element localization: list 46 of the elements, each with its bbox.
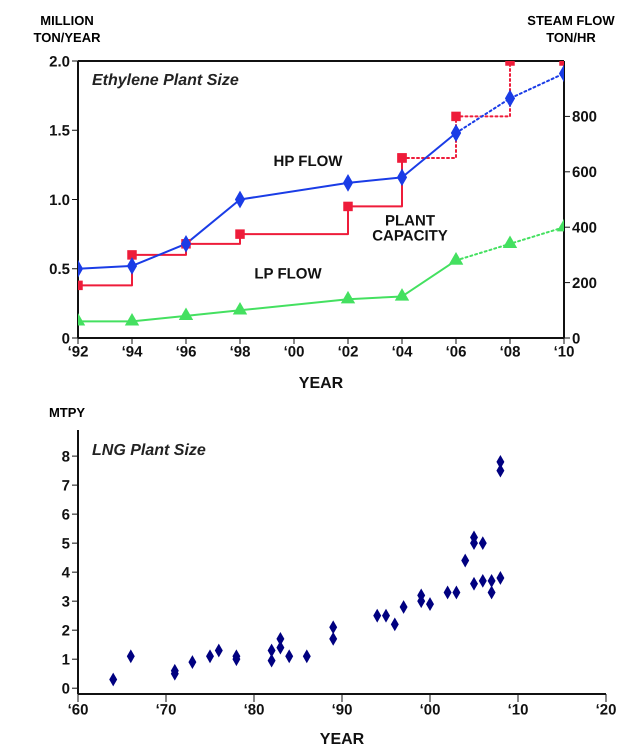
y-tick-label: 0 xyxy=(62,330,70,348)
x-tick-label: ‘00 xyxy=(284,344,304,361)
y-tick-label: 1.0 xyxy=(49,192,70,209)
series-label: LP FLOW xyxy=(254,266,322,283)
y-tick-label: 2 xyxy=(62,622,70,640)
x-tick-label: ‘60 xyxy=(68,702,88,719)
y-tick-label: 7 xyxy=(62,477,70,494)
y2-axis-title: STEAM FLOW TON/HR xyxy=(526,12,616,46)
x-tick-label: ‘70 xyxy=(156,702,176,719)
y-axis-title: MILLION TON/YEAR xyxy=(32,12,102,46)
y2-tick-label: 600 xyxy=(572,164,598,182)
y-tick-label: 5 xyxy=(62,535,70,552)
y-tick-label: 4 xyxy=(62,564,71,582)
series-label: PLANT CAPACITY xyxy=(372,212,448,244)
y-tick-label: 1.5 xyxy=(49,122,70,140)
x-tick-label: ‘94 xyxy=(122,344,144,361)
y2-tick-label: 800 xyxy=(572,108,598,126)
x-tick-label: ‘00 xyxy=(420,702,440,719)
y-tick-label: 2.0 xyxy=(49,53,70,70)
x-tick-label: ‘92 xyxy=(68,344,88,361)
y2-tick-label: 400 xyxy=(572,220,598,237)
x-tick-label: ‘02 xyxy=(338,344,358,361)
x-axis-title: YEAR xyxy=(320,731,365,748)
x-axis-title: YEAR xyxy=(298,375,344,392)
y-axis-title: MTPY xyxy=(48,404,86,421)
x-tick-label: ‘90 xyxy=(332,702,352,719)
y2-tick-label: 200 xyxy=(572,274,598,292)
y-tick-label: 6 xyxy=(62,506,70,524)
x-tick-label: ‘04 xyxy=(392,344,414,361)
y2-tick-label: 0 xyxy=(572,330,580,348)
series-label: HP FLOW xyxy=(274,153,344,170)
x-tick-label: ‘08 xyxy=(500,344,520,361)
text: Ethylene Plant Size xyxy=(92,72,239,90)
y-tick-label: 8 xyxy=(62,448,70,466)
y-tick-label: 1 xyxy=(62,652,70,669)
text: LNG Plant Size xyxy=(92,442,206,460)
x-tick-label: ‘96 xyxy=(176,344,196,361)
x-tick-label: ‘80 xyxy=(244,702,264,719)
x-tick-label: ‘10 xyxy=(508,702,528,719)
x-tick-label: ‘06 xyxy=(446,344,466,361)
x-tick-label: ‘10 xyxy=(554,344,574,361)
x-tick-label: ‘98 xyxy=(230,344,250,361)
y-tick-label: 0.5 xyxy=(49,261,70,278)
y-tick-label: 3 xyxy=(62,593,70,610)
x-tick-label: ‘20 xyxy=(596,702,616,719)
y-tick-label: 0 xyxy=(62,680,70,698)
